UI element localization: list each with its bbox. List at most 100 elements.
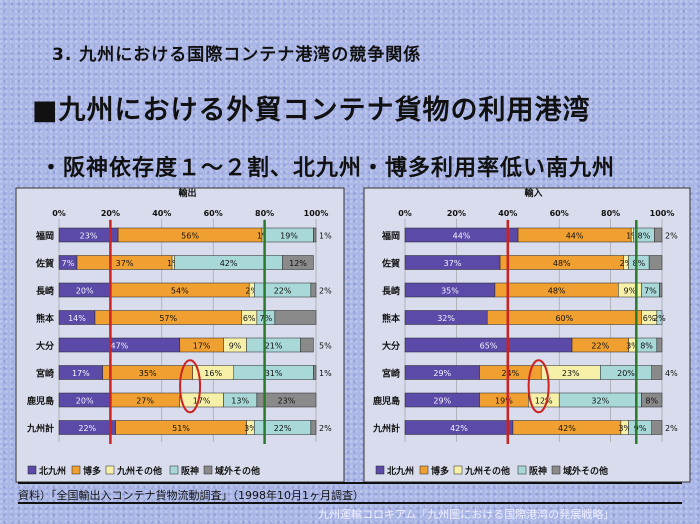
import-data-label: 35%: [441, 287, 459, 296]
export-data-label: 22%: [274, 424, 292, 433]
import-legend-swatch: [419, 465, 429, 475]
export-data-label: 17%: [193, 342, 211, 351]
export-data-label: 1%: [319, 232, 332, 241]
import-data-label: 48%: [548, 287, 566, 296]
export-data-label: 57%: [159, 314, 177, 323]
main-title: ■九州における外貿コンテナ貨物の利用港湾: [32, 95, 591, 126]
export-legend-label: 九州その他: [116, 465, 162, 477]
export-legend-swatch: [71, 465, 81, 475]
export-data-label: 23%: [80, 232, 98, 241]
import-data-label: 3%: [618, 424, 631, 433]
export-data-label: 20%: [76, 287, 94, 296]
import-data-label: 42%: [558, 424, 576, 433]
import-bar-segment: [648, 255, 663, 270]
import-legend-swatch: [517, 465, 527, 475]
export-data-label: 3%: [244, 424, 257, 433]
import-category-label: 熊本: [382, 313, 401, 325]
export-data-label: 42%: [220, 259, 238, 268]
import-data-label: 22%: [591, 342, 609, 351]
import-data-label: 1%: [626, 232, 639, 241]
import-bar-segment: [651, 420, 663, 435]
import-legend-label: 九州その他: [464, 465, 510, 477]
export-data-label: 7%: [260, 314, 273, 323]
import-data-label: 37%: [444, 259, 462, 268]
export-data-label: 31%: [265, 369, 283, 378]
export-data-label: 56%: [181, 232, 199, 241]
export-x-tick-label: 60%: [204, 209, 223, 218]
import-category-label: 佐賀: [381, 258, 400, 270]
export-data-label: 2%: [245, 287, 258, 296]
export-bar-segment: [313, 365, 317, 380]
import-x-tick-label: 40%: [498, 209, 517, 218]
import-data-label: 44%: [566, 232, 584, 241]
export-x-tick-label: 100%: [304, 209, 329, 218]
export-data-label: 7%: [62, 259, 75, 268]
import-data-label: 48%: [553, 259, 571, 268]
export-data-label: 54%: [171, 287, 189, 296]
import-data-label: 19%: [495, 397, 513, 406]
import-legend-label: 博多: [431, 465, 449, 477]
import-chart-title: 輸入: [524, 187, 542, 199]
import-data-label: 3%: [626, 342, 639, 351]
import-bar-segment: [654, 227, 663, 243]
footer-note: 九州運輸コロキアム「九州圏における国際港湾の発展戦略」: [318, 508, 615, 521]
export-data-label: 51%: [172, 424, 190, 433]
export-data-label: 22%: [78, 424, 96, 433]
import-data-label: 8%: [640, 342, 653, 351]
export-legend-label: 北九州: [39, 465, 66, 477]
import-data-label: 2%: [653, 314, 666, 323]
import-legend-label: 阪神: [529, 465, 547, 477]
export-data-label: 1%: [319, 369, 332, 378]
import-data-label: 32%: [591, 397, 609, 406]
export-data-label: 21%: [265, 342, 283, 351]
divider-bottom: [18, 502, 682, 504]
import-x-tick-label: 0%: [398, 209, 412, 218]
export-data-label: 12%: [289, 259, 307, 268]
import-data-label: 29%: [433, 369, 451, 378]
import-bar-segment: [656, 337, 663, 353]
import-category-label: 宮崎: [382, 368, 400, 380]
import-legend-label: 域外その他: [563, 465, 608, 477]
import-data-label: 42%: [450, 424, 468, 433]
export-data-label: 2%: [319, 424, 332, 433]
export-data-label: 5%: [319, 342, 332, 351]
export-data-label: 17%: [72, 369, 90, 378]
import-data-label: 4%: [665, 369, 678, 378]
import-data-label: 2%: [620, 259, 633, 268]
import-category-label: 大分: [382, 340, 400, 352]
export-x-tick-label: 80%: [255, 209, 274, 218]
export-legend-swatch: [27, 465, 37, 475]
import-bar-segment: [641, 392, 663, 408]
export-bar-segment: [256, 392, 317, 408]
import-data-label: 44%: [453, 232, 471, 241]
import-data-label: 8%: [645, 397, 658, 406]
export-category-label: 九州計: [26, 423, 54, 435]
import-data-label: 29%: [433, 397, 451, 406]
export-legend-label: 阪神: [181, 465, 199, 477]
import-legend-swatch: [375, 465, 385, 475]
bullet-point: ・阪神依存度１～２割、北九州・博多利用率低い南九州: [40, 156, 616, 181]
export-data-label: 16%: [204, 369, 222, 378]
export-x-tick-label: 0%: [52, 209, 66, 218]
import-data-label: 32%: [437, 314, 455, 323]
import-data-label: 23%: [562, 369, 580, 378]
export-data-label: 6%: [243, 314, 256, 323]
import-bar-segment: [656, 310, 663, 325]
export-legend-swatch: [105, 465, 115, 475]
import-data-label: 8%: [638, 232, 651, 241]
import-x-tick-label: 100%: [650, 209, 675, 218]
export-legend-label: 域外その他: [215, 465, 260, 477]
import-data-label: 65%: [480, 342, 498, 351]
export-category-label: 熊本: [36, 313, 55, 325]
export-bar-segment: [310, 282, 317, 298]
import-bar-segment: [651, 365, 663, 380]
export-category-label: 福岡: [35, 230, 54, 242]
export-category-label: 大分: [36, 340, 54, 352]
import-data-label: 7%: [644, 287, 657, 296]
export-legend-label: 博多: [83, 465, 101, 477]
export-data-label: 22%: [274, 287, 292, 296]
export-data-label: 9%: [229, 342, 242, 351]
divider-top: [18, 482, 682, 484]
export-data-label: 2%: [319, 287, 332, 296]
